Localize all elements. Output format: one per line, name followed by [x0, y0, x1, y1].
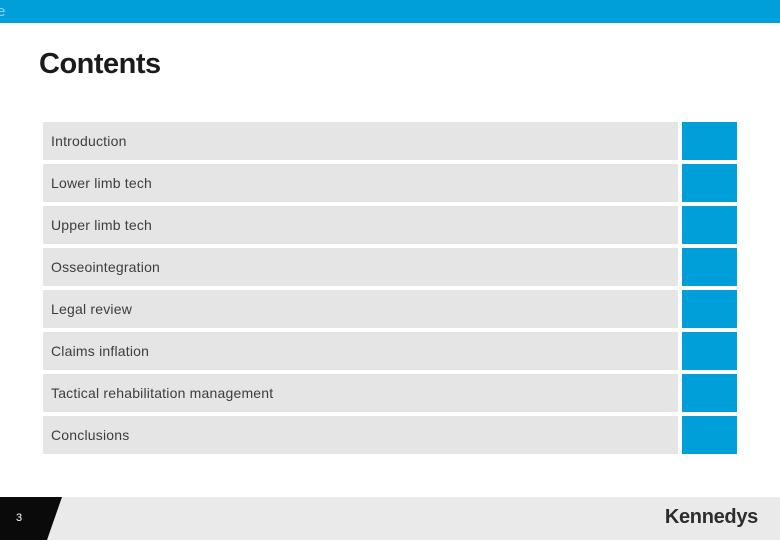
- row-label-area: Legal review: [43, 290, 678, 328]
- row-accent-block: [682, 374, 737, 412]
- row-label-area: Introduction: [43, 122, 678, 160]
- row-label: Osseointegration: [51, 259, 161, 275]
- contents-list: Introduction Lower limb tech Upper limb …: [43, 122, 737, 458]
- kennedys-logo: Kennedys: [664, 506, 758, 528]
- row-accent-block: [682, 206, 737, 244]
- row-label-area: Osseointegration: [43, 248, 678, 286]
- row-label-area: Tactical rehabilitation management: [43, 374, 678, 412]
- row-accent-block: [682, 332, 737, 370]
- contents-row-lower-limb-tech[interactable]: Lower limb tech: [43, 164, 737, 202]
- page-number-tab: 3: [0, 497, 62, 540]
- top-bar-clipped-text: e: [0, 3, 6, 20]
- contents-row-introduction[interactable]: Introduction: [43, 122, 737, 160]
- row-label-area: Claims inflation: [43, 332, 678, 370]
- row-label: Tactical rehabilitation management: [51, 385, 274, 401]
- row-accent-block: [682, 416, 737, 454]
- contents-row-tactical-rehabilitation-management[interactable]: Tactical rehabilitation management: [43, 374, 737, 412]
- row-label-area: Conclusions: [43, 416, 678, 454]
- row-label: Claims inflation: [51, 343, 150, 359]
- row-accent-block: [682, 164, 737, 202]
- contents-row-osseointegration[interactable]: Osseointegration: [43, 248, 737, 286]
- row-accent-block: [682, 290, 737, 328]
- top-accent-bar: e: [0, 0, 780, 23]
- row-label: Lower limb tech: [51, 175, 153, 191]
- contents-row-upper-limb-tech[interactable]: Upper limb tech: [43, 206, 737, 244]
- row-label-area: Lower limb tech: [43, 164, 678, 202]
- contents-row-conclusions[interactable]: Conclusions: [43, 416, 737, 454]
- row-accent-block: [682, 248, 737, 286]
- contents-row-claims-inflation[interactable]: Claims inflation: [43, 332, 737, 370]
- row-label: Conclusions: [51, 427, 130, 443]
- row-label: Legal review: [51, 301, 132, 317]
- row-label-area: Upper limb tech: [43, 206, 678, 244]
- row-accent-block: [682, 122, 737, 160]
- row-label: Introduction: [51, 133, 127, 149]
- footer-bar: 3 Kennedys: [0, 497, 780, 540]
- page-number: 3: [16, 512, 23, 524]
- contents-row-legal-review[interactable]: Legal review: [43, 290, 737, 328]
- row-label: Upper limb tech: [51, 217, 153, 233]
- page-title: Contents: [39, 48, 161, 80]
